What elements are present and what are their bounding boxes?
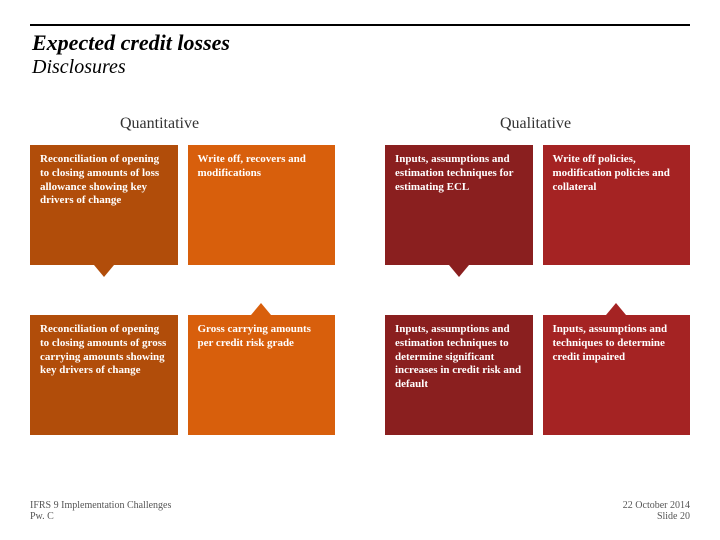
column-header-quantitative: Quantitative xyxy=(120,115,199,133)
cell-r2c2: Gross carrying amounts per credit risk g… xyxy=(188,315,336,435)
row-1: Reconciliation of opening to closing amo… xyxy=(30,145,690,265)
slide: Expected credit losses Disclosures Quant… xyxy=(0,0,720,540)
footer-brand: Pw. C xyxy=(30,511,171,522)
footer-source: IFRS 9 Implementation Challenges xyxy=(30,500,171,511)
cell-text: Reconciliation of opening to closing amo… xyxy=(40,153,159,206)
footer-right: 22 October 2014 Slide 20 xyxy=(623,500,690,522)
cell-r1c4: Write off policies, modification policie… xyxy=(543,145,691,265)
cell-text: Write off policies, modification policie… xyxy=(553,153,670,193)
pointer-up-icon xyxy=(251,303,271,315)
cells-grid: Reconciliation of opening to closing amo… xyxy=(30,145,690,485)
pointer-down-icon xyxy=(449,265,469,277)
footer-left: IFRS 9 Implementation Challenges Pw. C xyxy=(30,500,171,522)
pointer-down-icon xyxy=(94,265,114,277)
cell-r2c1: Reconciliation of opening to closing amo… xyxy=(30,315,178,435)
column-header-qualitative: Qualitative xyxy=(500,115,571,133)
slide-subtitle: Disclosures xyxy=(32,56,230,79)
cell-text: Gross carrying amounts per credit risk g… xyxy=(198,323,311,349)
cell-text: Inputs, assumptions and techniques to de… xyxy=(553,323,668,363)
row-2: Reconciliation of opening to closing amo… xyxy=(30,315,690,435)
cell-text: Inputs, assumptions and estimation techn… xyxy=(395,153,513,193)
cell-text: Reconciliation of opening to closing amo… xyxy=(40,323,166,376)
cell-r1c3: Inputs, assumptions and estimation techn… xyxy=(385,145,533,265)
cell-text: Write off, recovers and modifications xyxy=(198,153,306,179)
cell-r1c1: Reconciliation of opening to closing amo… xyxy=(30,145,178,265)
footer-date: 22 October 2014 xyxy=(623,500,690,511)
cell-r1c2: Write off, recovers and modifications xyxy=(188,145,336,265)
slide-title: Expected credit losses xyxy=(32,30,230,56)
column-gap xyxy=(345,145,375,265)
title-block: Expected credit losses Disclosures xyxy=(32,30,230,79)
column-gap xyxy=(345,315,375,435)
footer: IFRS 9 Implementation Challenges Pw. C 2… xyxy=(30,500,690,522)
cell-r2c4: Inputs, assumptions and techniques to de… xyxy=(543,315,691,435)
top-rule xyxy=(30,24,690,26)
cell-r2c3: Inputs, assumptions and estimation techn… xyxy=(385,315,533,435)
footer-slide-number: Slide 20 xyxy=(623,511,690,522)
cell-text: Inputs, assumptions and estimation techn… xyxy=(395,323,521,390)
pointer-up-icon xyxy=(606,303,626,315)
